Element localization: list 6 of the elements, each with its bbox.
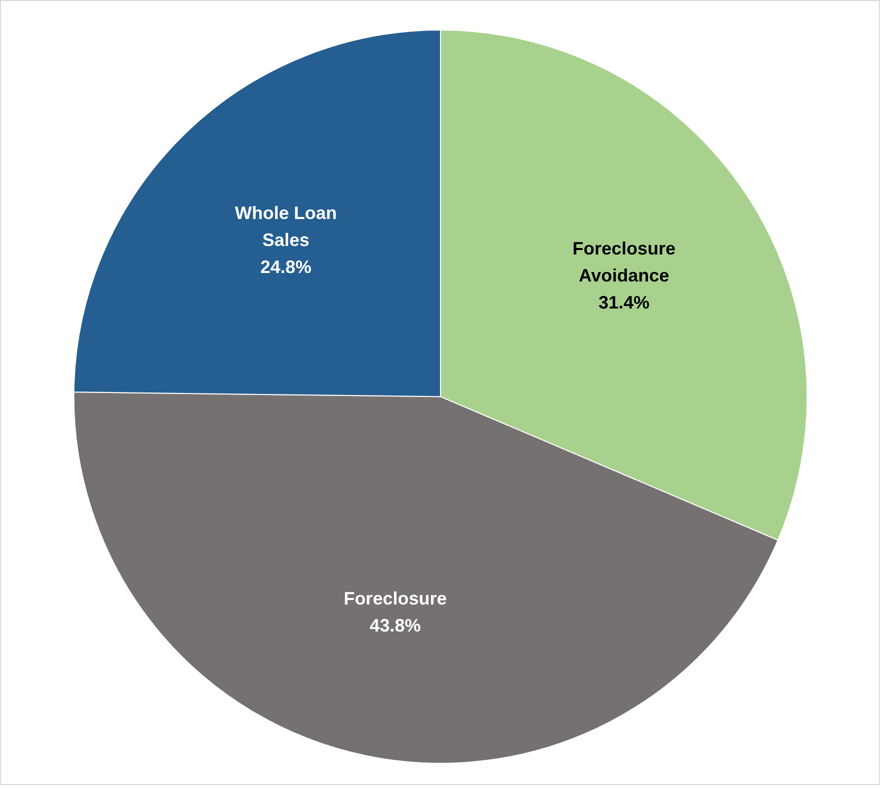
slice-label: Foreclosure Avoidance <box>572 238 676 286</box>
data-label: 31.4% <box>598 292 650 312</box>
data-label: 43.8% <box>370 616 421 636</box>
slice-label: Whole Loan Sales <box>234 203 337 250</box>
data-label: 24.8% <box>260 257 312 278</box>
slice-label: Foreclosure <box>344 588 447 609</box>
